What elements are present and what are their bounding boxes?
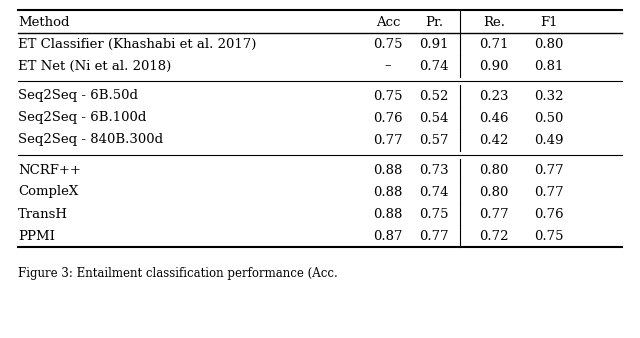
Text: Figure 3: Entailment classification performance (Acc.: Figure 3: Entailment classification perf… — [18, 267, 338, 280]
Text: 0.77: 0.77 — [534, 186, 564, 198]
Text: 0.88: 0.88 — [373, 164, 403, 176]
Text: 0.87: 0.87 — [373, 230, 403, 242]
Text: Acc: Acc — [376, 16, 400, 28]
Text: 0.75: 0.75 — [373, 90, 403, 102]
Text: 0.91: 0.91 — [419, 38, 449, 50]
Text: Pr.: Pr. — [425, 16, 443, 28]
Text: 0.77: 0.77 — [373, 134, 403, 146]
Text: 0.74: 0.74 — [419, 59, 449, 72]
Text: 0.46: 0.46 — [479, 112, 509, 124]
Text: F1: F1 — [540, 16, 557, 28]
Text: –: – — [385, 59, 391, 72]
Text: 0.80: 0.80 — [479, 164, 509, 176]
Text: 0.88: 0.88 — [373, 186, 403, 198]
Text: 0.75: 0.75 — [534, 230, 564, 242]
Text: 0.50: 0.50 — [534, 112, 564, 124]
Text: 0.57: 0.57 — [419, 134, 449, 146]
Text: 0.71: 0.71 — [479, 38, 509, 50]
Text: Seq2Seq - 840B.300d: Seq2Seq - 840B.300d — [18, 134, 163, 146]
Text: Method: Method — [18, 16, 70, 28]
Text: 0.73: 0.73 — [419, 164, 449, 176]
Text: PPMI: PPMI — [18, 230, 55, 242]
Text: 0.80: 0.80 — [479, 186, 509, 198]
Text: 0.76: 0.76 — [534, 208, 564, 220]
Text: Seq2Seq - 6B.50d: Seq2Seq - 6B.50d — [18, 90, 138, 102]
Text: Re.: Re. — [483, 16, 505, 28]
Text: 0.32: 0.32 — [534, 90, 564, 102]
Text: ET Classifier (Khashabi et al. 2017): ET Classifier (Khashabi et al. 2017) — [18, 38, 257, 50]
Text: 0.77: 0.77 — [419, 230, 449, 242]
Text: 0.76: 0.76 — [373, 112, 403, 124]
Text: 0.52: 0.52 — [419, 90, 449, 102]
Text: 0.77: 0.77 — [479, 208, 509, 220]
Text: 0.75: 0.75 — [419, 208, 449, 220]
Text: 0.49: 0.49 — [534, 134, 564, 146]
Text: TransH: TransH — [18, 208, 68, 220]
Text: Seq2Seq - 6B.100d: Seq2Seq - 6B.100d — [18, 112, 147, 124]
Text: NCRF++: NCRF++ — [18, 164, 81, 176]
Text: 0.42: 0.42 — [479, 134, 509, 146]
Text: 0.72: 0.72 — [479, 230, 509, 242]
Text: 0.80: 0.80 — [534, 38, 564, 50]
Text: CompleX: CompleX — [18, 186, 78, 198]
Text: 0.74: 0.74 — [419, 186, 449, 198]
Text: 0.81: 0.81 — [534, 59, 564, 72]
Text: 0.75: 0.75 — [373, 38, 403, 50]
Text: 0.90: 0.90 — [479, 59, 509, 72]
Text: 0.77: 0.77 — [534, 164, 564, 176]
Text: 0.88: 0.88 — [373, 208, 403, 220]
Text: 0.54: 0.54 — [419, 112, 449, 124]
Text: 0.23: 0.23 — [479, 90, 509, 102]
Text: ET Net (Ni et al. 2018): ET Net (Ni et al. 2018) — [18, 59, 172, 72]
